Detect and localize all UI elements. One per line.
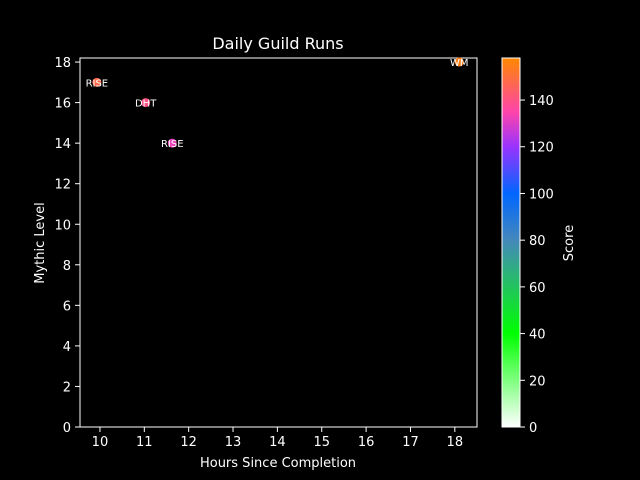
data-point xyxy=(454,57,464,67)
y-tick-label: 6 xyxy=(63,299,71,314)
x-axis: 10 11 12 13 14 15 16 17 18 xyxy=(92,427,463,450)
colorbar-axis: 0 20 40 60 80 100 120 140 xyxy=(520,94,554,436)
point-label: WM xyxy=(450,58,469,69)
data-point xyxy=(167,138,177,148)
x-tick-label: 15 xyxy=(313,435,330,450)
colorbar xyxy=(501,57,521,428)
x-tick-label: 17 xyxy=(402,435,419,450)
colorbar-tick-label: 20 xyxy=(529,374,546,389)
y-axis-label: Mythic Level xyxy=(33,202,48,283)
y-tick-label: 12 xyxy=(54,178,71,193)
y-tick-label: 0 xyxy=(63,421,71,436)
colorbar-label: Score xyxy=(562,225,577,261)
x-tick-label: 10 xyxy=(92,435,109,450)
x-tick-label: 11 xyxy=(136,435,153,450)
x-tick-label: 16 xyxy=(358,435,375,450)
y-axis: 0 2 4 6 8 10 12 14 16 18 xyxy=(54,56,80,436)
colorbar-tick-label: 60 xyxy=(529,281,546,296)
colorbar-tick-label: 40 xyxy=(529,328,546,343)
colorbar-tick-label: 0 xyxy=(529,421,537,436)
y-tick-label: 4 xyxy=(63,340,71,355)
y-tick-label: 10 xyxy=(54,218,71,233)
y-tick-label: 16 xyxy=(54,97,71,112)
data-point xyxy=(141,98,151,108)
x-tick-label: 14 xyxy=(269,435,286,450)
point-label: RISE xyxy=(86,78,109,89)
point-label: RISE xyxy=(161,139,184,150)
colorbar-tick-label: 80 xyxy=(529,234,546,249)
data-points: RISE DHT RISE WM xyxy=(86,57,469,150)
y-tick-label: 14 xyxy=(54,137,71,152)
chart-title: Daily Guild Runs xyxy=(212,34,343,53)
plot-area xyxy=(79,57,478,428)
colorbar-tick-label: 100 xyxy=(529,187,554,202)
y-tick-label: 8 xyxy=(63,259,71,274)
data-point xyxy=(92,77,102,87)
y-tick-label: 18 xyxy=(54,56,71,71)
colorbar-tick-label: 140 xyxy=(529,94,554,109)
y-tick-label: 2 xyxy=(63,380,71,395)
x-tick-label: 13 xyxy=(225,435,242,450)
x-tick-label: 18 xyxy=(447,435,464,450)
point-label: DHT xyxy=(135,99,157,110)
colorbar-tick-label: 120 xyxy=(529,141,554,156)
x-tick-label: 12 xyxy=(180,435,197,450)
x-axis-label: Hours Since Completion xyxy=(200,456,356,471)
